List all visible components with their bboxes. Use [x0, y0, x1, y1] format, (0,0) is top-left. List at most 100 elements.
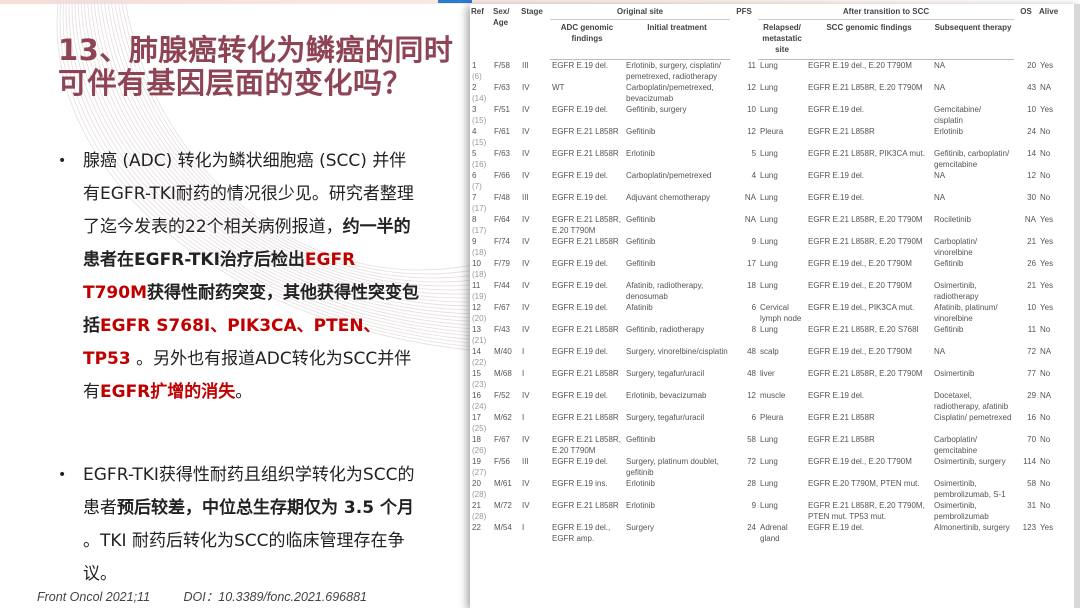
cell-subsequent-therapy: Gemcitabine/ cisplatin [932, 104, 1014, 126]
subsequent-therapy-value: Osimertinib, pembrolizumab [934, 501, 989, 521]
cell-pfs: 8 [730, 324, 758, 346]
cell-ref: 3 (15) [470, 104, 492, 126]
table-row: 21 (28) M/72 IV EGFR E.21 L858R Erlotinib 9 Lun… [470, 500, 1074, 522]
os-value: 16 [1027, 413, 1037, 422]
cell-sex-age: F/52 [492, 390, 520, 412]
cell-ref: 13 (21) [470, 324, 492, 346]
initial-treatment-value: Gefitinib, radiotherapy [626, 325, 705, 334]
cell-ref: 4 (15) [470, 126, 492, 148]
sex-age-value: F/43 [494, 325, 511, 334]
cell-alive: No [1038, 170, 1074, 192]
scc-genomic-value: EGFR E.19 del., E.20 T790M [808, 347, 912, 356]
os-value: 114 [1023, 457, 1037, 466]
cell-relapsed-site: Lung [758, 170, 806, 192]
reference-citation: (17) [472, 204, 487, 213]
cell-ref: 10 (18) [470, 258, 492, 280]
reference-citation: (14) [472, 94, 487, 103]
cell-subsequent-therapy: NA [932, 82, 1014, 104]
subsequent-therapy-value: Gefitinib [934, 259, 964, 268]
cell-relapsed-site: Lung [758, 104, 806, 126]
cell-initial-treatment: Gefitinib [624, 126, 730, 148]
reference-citation: (25) [472, 424, 487, 433]
cell-stage: IV [520, 280, 550, 302]
scc-genomic-value: EGFR E.19 del. [808, 105, 865, 114]
header-pfs: PFS [736, 7, 752, 16]
pfs-value: 58 [747, 435, 757, 444]
cell-initial-treatment: Gefitinib [624, 214, 730, 236]
cell-os: 21 [1014, 280, 1038, 302]
subsequent-therapy-value: Carboplatin/ vinorelbine [934, 237, 978, 257]
stage-value: IV [522, 149, 530, 158]
cell-sex-age: F/63 [492, 82, 520, 104]
cell-alive: NA [1038, 82, 1074, 104]
header-os: OS [1020, 7, 1032, 16]
sex-age-value: M/68 [494, 369, 512, 378]
cell-initial-treatment: Surgery, vinorelbine/cisplatin [624, 346, 730, 368]
scc-genomic-value: EGFR E.21 L858R, E.20 T790M [808, 369, 923, 378]
cell-sex-age: F/67 [492, 302, 520, 324]
os-value: 26 [1027, 259, 1037, 268]
relapsed-site-value: liver [760, 369, 775, 378]
cell-adc-genomic: EGFR E.21 L858R [550, 500, 624, 522]
cell-adc-genomic: EGFR E.19 del., EGFR amp. [550, 522, 624, 544]
stage-value: IV [522, 237, 530, 246]
relapsed-site-value: Lung [760, 479, 778, 488]
journal-citation: Front Oncol 2021;11 [37, 590, 151, 604]
ref-value: 20 [472, 479, 481, 488]
cell-alive: Yes [1038, 280, 1074, 302]
ref-value: 17 [472, 413, 481, 422]
sex-age-value: F/66 [494, 171, 511, 180]
cell-relapsed-site: Lung [758, 236, 806, 258]
cell-alive: No [1038, 500, 1074, 522]
cell-stage: IV [520, 148, 550, 170]
stage-value: IV [522, 391, 530, 400]
subsequent-therapy-value: NA [934, 171, 946, 180]
cell-initial-treatment: Carboplatin/pemetrexed, bevacizumab [624, 82, 730, 104]
adc-genomic-value: EGFR E.19 del. [552, 193, 609, 202]
cell-os: 43 [1014, 82, 1038, 104]
cell-alive: Yes [1038, 236, 1074, 258]
subsequent-therapy-value: Cisplatin/ pemetrexed [934, 413, 1012, 422]
cell-os: 11 [1014, 324, 1038, 346]
cell-ref: 15 (23) [470, 368, 492, 390]
cell-scc-genomic: EGFR E.19 del. [806, 522, 932, 544]
initial-treatment-value: Erlotinib, surgery, cisplatin/ pemetrexe… [626, 61, 721, 81]
cell-pfs: 10 [730, 104, 758, 126]
subsequent-therapy-value: Almonertinib, surgery [934, 523, 1010, 532]
cell-subsequent-therapy: Osimertinib, radiotherapy [932, 280, 1014, 302]
cell-initial-treatment: Erlotinib [624, 148, 730, 170]
adc-genomic-value: EGFR E.19 del. [552, 391, 609, 400]
initial-treatment-value: Carboplatin/pemetrexed, bevacizumab [626, 83, 714, 103]
cell-ref: 5 (16) [470, 148, 492, 170]
initial-treatment-value: Erlotinib, bevacizumab [626, 391, 707, 400]
relapsed-site-value: Lung [760, 83, 778, 92]
cell-os: 10 [1014, 302, 1038, 324]
cell-scc-genomic: EGFR E.19 del., PIK3CA mut. [806, 302, 932, 324]
cell-subsequent-therapy: NA [932, 346, 1014, 368]
reference-citation: (6) [472, 71, 482, 81]
citation-footer: Front Oncol 2021;11 DOI：10.3389/fonc.202… [37, 586, 367, 605]
cell-sex-age: M/54 [492, 522, 520, 544]
os-value: 123 [1022, 523, 1037, 532]
table-row: 3 (15) F/51 IV EGFR E.19 del. Gefitinib, surg… [470, 104, 1074, 126]
cell-scc-genomic: EGFR E.20 T790M, PTEN mut. [806, 478, 932, 500]
cell-initial-treatment: Erlotinib, surgery, cisplatin/ pemetrexe… [624, 60, 730, 83]
relapsed-site-value: Lung [760, 193, 778, 202]
cell-pfs: 48 [730, 368, 758, 390]
decorative-arc [71, 0, 470, 333]
alive-value: NA [1040, 347, 1052, 356]
cell-relapsed-site: scalp [758, 346, 806, 368]
cell-ref: 2 (14) [470, 82, 492, 104]
cell-scc-genomic: EGFR E.21 L858R, E.20 T790M [806, 236, 932, 258]
scc-genomic-value: EGFR E.19 del. [808, 391, 865, 400]
cell-os: 29 [1014, 390, 1038, 412]
ref-value: 16 [472, 391, 481, 400]
os-value: 24 [1027, 127, 1037, 136]
cell-adc-genomic: EGFR E.19 del. [550, 258, 624, 280]
sex-age-value: F/74 [494, 237, 511, 246]
sex-age-value: M/54 [494, 523, 512, 532]
table-row: 6 (7) F/66 IV EGFR E.19 del. Carboplatin/peme… [470, 170, 1074, 192]
sex-age-value: F/64 [494, 215, 511, 224]
cell-stage: IV [520, 236, 550, 258]
ref-value: 1 [472, 60, 477, 70]
